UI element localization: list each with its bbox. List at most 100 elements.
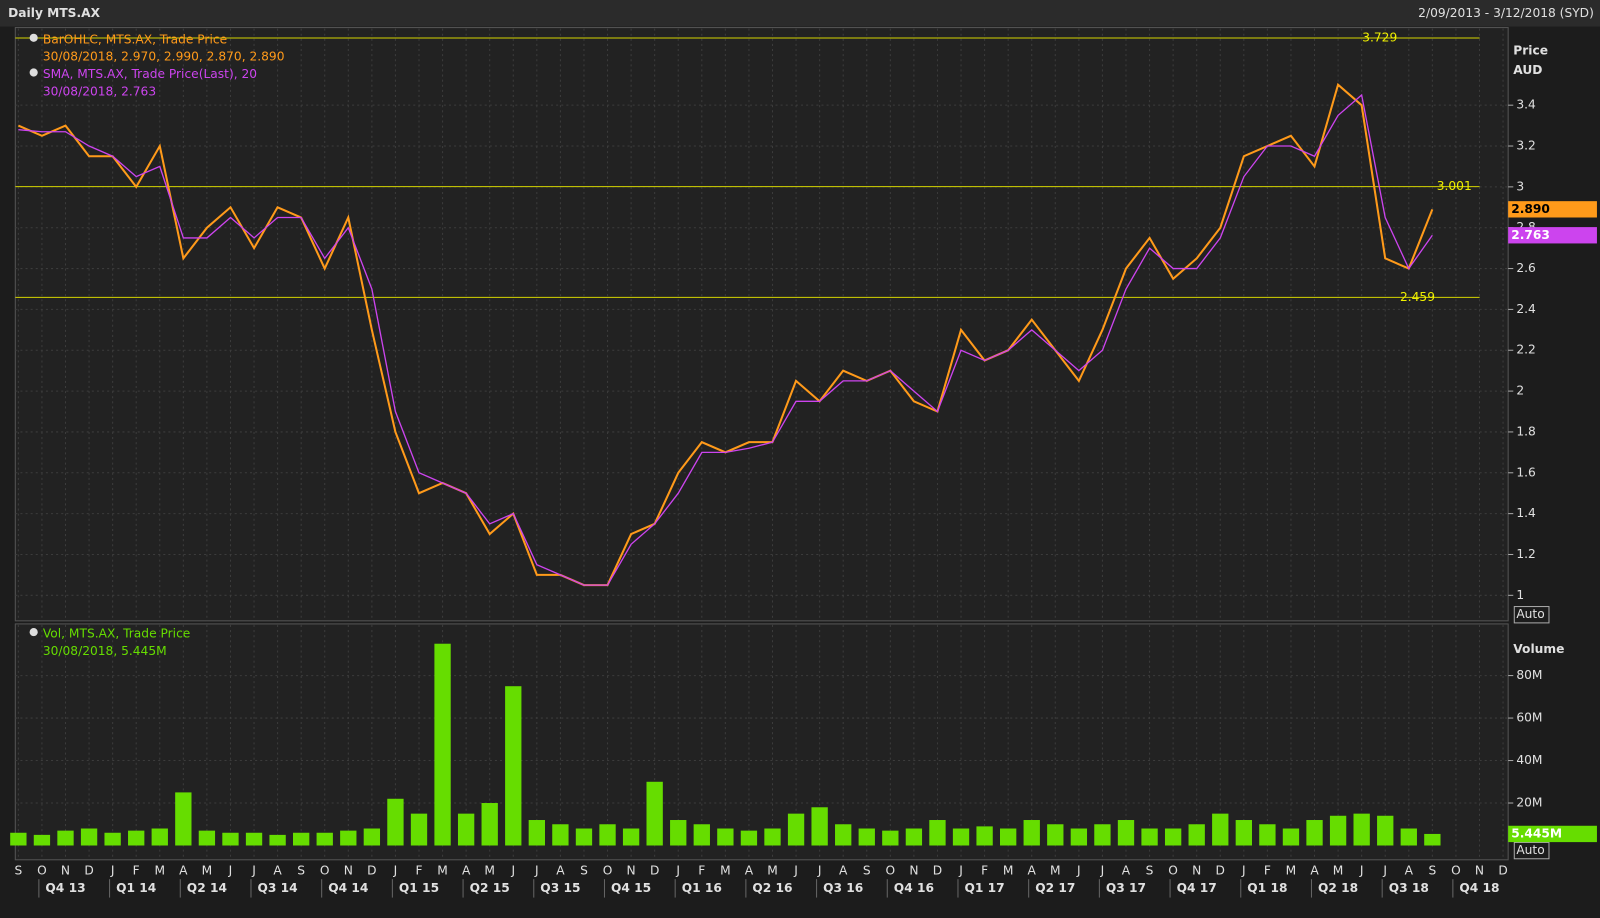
last-value-label: 2.763 [1511,228,1550,242]
x-tick-label: S [863,864,871,878]
volume-bar [670,820,687,846]
volume-bar [33,834,51,846]
x-tick-label: A [839,864,848,878]
legend-entry: BarOHLC, MTS.AX, Trade Price [43,32,227,46]
y-tick-label: 60M [1516,711,1542,725]
y-tick-label: 40M [1516,753,1542,767]
title-bar [0,0,1600,27]
axis-label: Price [1513,44,1548,58]
x-tick-label: D [84,864,93,878]
level-label: 3.001 [1437,179,1472,193]
scale-mode[interactable]: Auto [1516,843,1544,857]
volume-bar [1259,824,1276,846]
x-tick-label: J [110,864,115,878]
x-tick-label: M [154,864,165,878]
last-value-label: 5.445M [1511,826,1562,840]
legend-icon[interactable] [29,33,38,42]
quarter-label: Q4 13 [45,881,85,895]
y-tick-label: 1.2 [1516,547,1535,561]
volume-bar [599,824,616,846]
legend-detail: 30/08/2018, 2.970, 2.990, 2.870, 2.890 [43,50,285,64]
quarter-label: Q3 15 [540,881,580,895]
scale-mode[interactable]: Auto [1516,607,1544,621]
legend-icon[interactable] [29,627,38,637]
x-tick-label: S [580,864,588,878]
x-tick-label: N [1475,864,1484,878]
y-tick-label: 80M [1516,668,1542,682]
legend-detail: 30/08/2018, 5.445M [43,644,167,658]
y-tick-label: 1 [1516,588,1524,602]
x-tick-label: D [1216,864,1225,878]
x-tick-label: F [133,864,140,878]
volume-bar [929,820,946,846]
quarter-label: Q4 16 [894,881,934,895]
volume-bar [1023,820,1040,846]
quarter-label: Q4 17 [1177,881,1217,895]
x-tick-label: O [886,864,896,878]
date-range: 2/09/2013 - 3/12/2018 (SYD) [1418,6,1594,20]
legend-icon[interactable] [29,68,38,77]
x-tick-label: O [603,864,613,878]
volume-bar [1070,828,1088,846]
volume-bar [387,798,404,846]
x-tick-label: A [556,864,565,878]
x-tick-label: J [1076,864,1081,878]
x-tick-label: M [1050,864,1061,878]
volume-bar [646,781,663,846]
level-label: 2.459 [1400,290,1435,304]
x-tick-label: D [1498,864,1507,878]
legend-entry: SMA, MTS.AX, Trade Price(Last), 20 [43,67,257,81]
volume-bar [481,803,498,846]
x-tick-label: J [958,864,963,878]
volume-bar [363,828,381,846]
scale-button[interactable] [1513,606,1550,624]
quarter-label: Q4 14 [328,881,368,895]
volume-bar [128,830,145,846]
y-tick-label: 3 [1516,179,1524,193]
volume-bar [457,813,475,846]
quarter-label: Q3 16 [823,881,863,895]
volume-bar [1141,828,1158,846]
x-tick-label: J [510,864,515,878]
x-tick-label: F [698,864,705,878]
quarter-label: Q1 16 [682,881,722,895]
x-tick-label: N [627,864,636,878]
volume-bar [104,832,121,846]
quarter-label: Q2 16 [752,881,792,895]
x-tick-label: J [793,864,798,878]
x-tick-label: A [273,864,282,878]
volume-bar [1235,820,1252,846]
quarter-label: Q1 14 [116,881,156,895]
y-tick-label: 2.2 [1516,343,1535,357]
x-tick-label: M [484,864,495,878]
x-tick-label: J [228,864,233,878]
volume-bar [1212,813,1229,846]
volume-bar [245,832,263,846]
x-tick-label: O [1168,864,1178,878]
x-tick-label: O [37,864,47,878]
volume-bar [1117,820,1135,846]
price-panel [14,27,1509,622]
x-tick-label: A [1028,864,1037,878]
volume-panel [14,623,1509,861]
x-tick-label: J [393,864,398,878]
y-tick-label: 2.4 [1516,302,1536,316]
volume-bar [905,828,923,846]
volume-bar [552,824,569,846]
price-line [18,93,1433,586]
volume-bar [835,824,852,846]
x-tick-label: M [1003,864,1014,878]
last-value-tag [1508,227,1597,244]
x-tick-label: D [650,864,659,878]
x-tick-label: A [462,864,471,878]
x-tick-label: S [1428,864,1436,878]
scale-button[interactable] [1513,841,1550,860]
x-tick-label: F [415,864,422,878]
x-tick-label: N [1192,864,1201,878]
chart-title: Daily MTS.AX [8,6,100,20]
x-tick-label: M [1333,864,1344,878]
volume-bar [976,826,993,846]
volume-bar [269,834,286,846]
legend-detail: 30/08/2018, 2.763 [43,84,156,98]
quarter-label: Q2 18 [1318,881,1358,895]
